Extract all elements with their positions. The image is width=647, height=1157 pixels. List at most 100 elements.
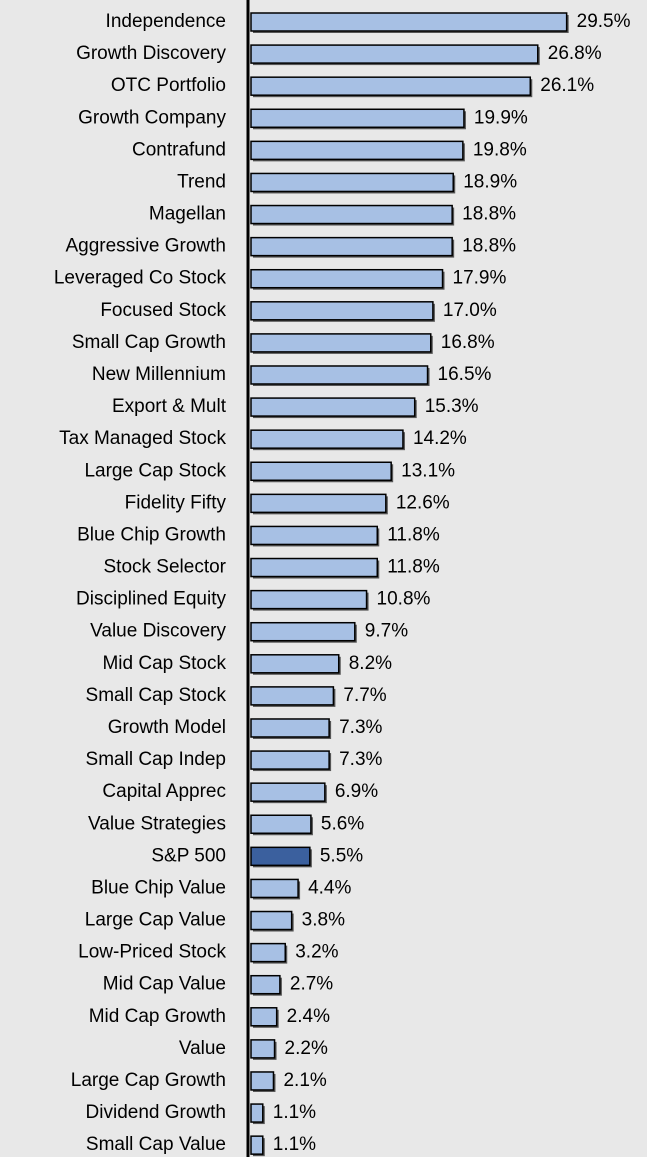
value-label: 3.2% xyxy=(295,942,338,963)
bar xyxy=(250,140,464,161)
bar xyxy=(250,621,356,642)
bar xyxy=(250,236,453,257)
value-label: 29.5% xyxy=(577,11,631,32)
value-label: 11.8% xyxy=(387,524,440,545)
value-label: 7.3% xyxy=(339,717,382,738)
category-label: Growth Discovery xyxy=(76,43,226,64)
bar xyxy=(250,942,286,963)
category-label: Contrafund xyxy=(132,139,226,160)
category-label: Disciplined Equity xyxy=(76,589,226,610)
bar xyxy=(250,750,330,770)
category-label: New Millennium xyxy=(92,364,226,385)
category-label: Aggressive Growth xyxy=(65,236,226,257)
category-label: OTC Portfolio xyxy=(111,75,226,96)
value-label: 5.6% xyxy=(321,813,364,834)
category-label: Small Cap Growth xyxy=(72,332,226,353)
bar xyxy=(250,268,444,289)
value-label: 15.3% xyxy=(425,396,479,417)
bar xyxy=(250,365,429,385)
value-label: 1.1% xyxy=(273,1134,316,1155)
value-label: 9.7% xyxy=(365,621,408,642)
value-label: 2.7% xyxy=(290,974,333,995)
value-label: 4.4% xyxy=(308,877,351,898)
category-label: Fidelity Fifty xyxy=(125,492,227,513)
value-label: 14.2% xyxy=(413,428,467,449)
value-label: 11.8% xyxy=(387,557,440,578)
category-label: Small Cap Value xyxy=(86,1134,226,1155)
bar xyxy=(250,557,379,578)
bar xyxy=(250,589,368,610)
category-label: Large Cap Growth xyxy=(71,1070,226,1091)
bar xyxy=(250,429,404,449)
value-label: 2.1% xyxy=(283,1070,326,1091)
category-label: Small Cap Stock xyxy=(86,685,227,706)
bar xyxy=(250,397,416,417)
bar xyxy=(250,782,326,802)
category-label: Large Cap Stock xyxy=(84,460,226,481)
value-label: 13.1% xyxy=(401,460,455,481)
value-label: 10.8% xyxy=(377,589,431,610)
category-label: Mid Cap Growth xyxy=(89,1006,226,1027)
category-label: Trend xyxy=(177,171,226,192)
bar xyxy=(250,461,392,482)
bar xyxy=(250,814,312,834)
value-label: 8.2% xyxy=(349,653,392,674)
value-label: 12.6% xyxy=(396,492,450,513)
category-label: Dividend Growth xyxy=(86,1102,226,1123)
category-label: Focused Stock xyxy=(100,300,226,321)
category-label: Blue Chip Value xyxy=(91,877,226,898)
value-label: 16.8% xyxy=(441,332,495,353)
category-label: Tax Managed Stock xyxy=(59,428,226,449)
category-label: Capital Apprec xyxy=(102,781,226,802)
bar xyxy=(250,910,293,931)
bar xyxy=(250,1039,276,1059)
value-label: 17.0% xyxy=(443,300,497,321)
bar xyxy=(250,301,434,321)
value-label: 18.8% xyxy=(462,236,516,257)
category-label: Value Discovery xyxy=(90,621,226,642)
value-label: 3.8% xyxy=(302,910,345,931)
bar xyxy=(250,204,453,225)
bar xyxy=(250,1103,264,1123)
bar xyxy=(250,974,281,995)
value-label: 26.1% xyxy=(540,75,594,96)
bar xyxy=(250,1007,278,1027)
category-label: Low-Priced Stock xyxy=(78,942,226,963)
value-label: 7.7% xyxy=(343,685,386,706)
category-label: S&P 500 xyxy=(151,845,226,866)
category-label: Growth Company xyxy=(78,107,226,128)
category-label: Growth Model xyxy=(108,717,226,738)
bar xyxy=(250,493,387,514)
value-label: 7.3% xyxy=(339,749,382,770)
value-label: 18.9% xyxy=(463,171,517,192)
bar xyxy=(250,654,340,674)
bar xyxy=(250,846,311,867)
category-label: Value xyxy=(179,1038,226,1059)
bar xyxy=(250,878,299,899)
value-label: 2.2% xyxy=(285,1038,328,1059)
value-label: 5.5% xyxy=(320,845,363,866)
value-label: 26.8% xyxy=(548,43,602,64)
value-label: 19.8% xyxy=(473,139,527,160)
bar xyxy=(250,333,432,353)
bar xyxy=(250,718,330,738)
category-label: Stock Selector xyxy=(104,557,227,578)
category-label: Leveraged Co Stock xyxy=(54,268,227,289)
category-label: Large Cap Value xyxy=(85,910,226,931)
value-label: 19.9% xyxy=(474,107,528,128)
bar xyxy=(250,1135,264,1155)
bar xyxy=(250,44,539,64)
value-label: 2.4% xyxy=(287,1006,330,1027)
category-label: Small Cap Indep xyxy=(86,749,226,770)
category-label: Value Strategies xyxy=(88,813,226,834)
category-label: Mid Cap Stock xyxy=(102,653,226,674)
bar xyxy=(250,12,568,32)
category-label: Export & Mult xyxy=(112,396,227,417)
bar xyxy=(250,76,532,96)
bar xyxy=(250,1071,275,1091)
category-label: Mid Cap Value xyxy=(103,974,226,995)
value-label: 17.9% xyxy=(453,268,507,289)
value-label: 1.1% xyxy=(273,1102,316,1123)
value-label: 16.5% xyxy=(438,364,492,385)
